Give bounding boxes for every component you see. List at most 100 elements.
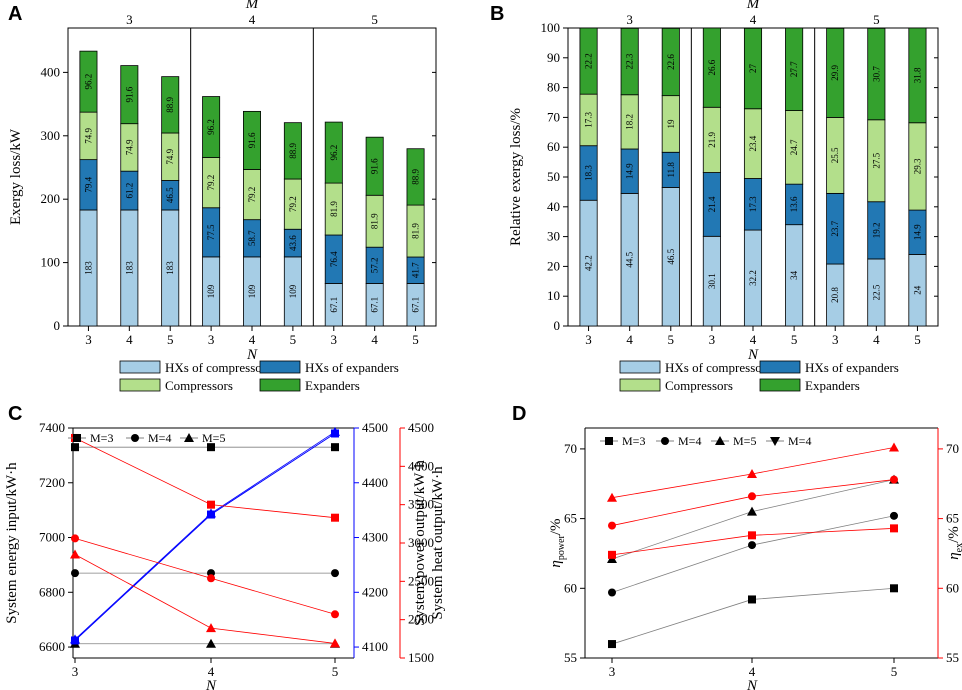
x-tick-label: 5: [668, 332, 675, 347]
bar-label: 19: [666, 119, 676, 128]
bar-label: 91.6: [247, 132, 257, 148]
bar-label: 109: [247, 284, 257, 298]
data-point: [889, 442, 899, 452]
bar-segment: [79, 50, 98, 113]
x-tick-label: 5: [167, 332, 174, 347]
bar-segment: [283, 122, 302, 180]
bar-segment: [908, 27, 927, 124]
data-point: [331, 610, 339, 619]
bar-segment: [785, 27, 804, 111]
legend-marker: [131, 434, 139, 442]
bar-label: 14.9: [912, 224, 922, 240]
bar-segment: [661, 27, 680, 97]
y-axis-label-left-text: ηpower/%: [548, 518, 567, 567]
x-tick-label: 3: [709, 332, 716, 347]
bar-label: 31.8: [912, 67, 922, 83]
bar-label: 96.2: [83, 74, 93, 90]
bar-label: 88.9: [411, 169, 421, 185]
x-axis-label: N: [205, 678, 217, 690]
series-line: [74, 433, 336, 641]
bar-label: 46.5: [165, 187, 175, 203]
panel-label-D: D: [512, 403, 526, 425]
y-tick-label: 100: [541, 20, 561, 35]
bar-label: 29.9: [830, 64, 840, 80]
bar-label: 67.1: [329, 297, 339, 313]
bar-label: 183: [124, 261, 134, 275]
x-tick-label: 4: [626, 332, 633, 347]
bar-label: 22.5: [871, 284, 881, 300]
bar-label: 17.3: [584, 112, 594, 128]
legend-marker: [770, 437, 780, 446]
chart-title: M: [746, 0, 761, 12]
bar-label: 88.9: [165, 96, 175, 112]
y-tick-label: 50: [547, 169, 560, 184]
bar-segment: [202, 96, 221, 158]
x-tick-label: 5: [412, 332, 419, 347]
series-line: [74, 554, 336, 644]
y-tick-label-right: 55: [946, 650, 959, 665]
legend-label: Expanders: [805, 378, 860, 393]
legend-marker: [73, 434, 81, 442]
group-label: 3: [126, 12, 133, 27]
bar-label: 183: [165, 261, 175, 275]
data-point: [608, 521, 616, 530]
bar-label: 91.6: [370, 158, 380, 174]
bar-label: 30.7: [871, 66, 881, 82]
bar-segment: [826, 27, 845, 118]
y-tick-label: 0: [54, 318, 61, 333]
y-tick-label-power: 4500: [362, 420, 388, 435]
legend-marker: [715, 436, 725, 445]
legend-label: M=4: [148, 431, 171, 445]
panel-label-A: A: [8, 3, 22, 25]
data-point: [71, 443, 79, 452]
bar-label: 96.2: [206, 119, 216, 135]
data-point: [71, 534, 79, 543]
legend-swatch: [259, 378, 301, 392]
bar-label: 46.5: [666, 248, 676, 264]
y-axis-label-heat: System heat output/kW·h: [430, 466, 446, 620]
y-tick-label-heat: 4000: [408, 458, 434, 473]
y-tick-label-heat: 2000: [408, 612, 434, 627]
legend-label: M=5: [733, 434, 756, 448]
bar-label: 27: [748, 64, 758, 74]
bar-segment: [579, 27, 598, 95]
bar-label: 88.9: [288, 142, 298, 158]
y-tick-label-heat: 4500: [408, 420, 434, 435]
x-tick-label: 4: [126, 332, 133, 347]
eta-symbol: η: [548, 560, 564, 567]
y-axis-label-right-text: ηex/%: [946, 526, 962, 560]
bar-label: 67.1: [370, 297, 380, 313]
series-line: [611, 479, 895, 526]
x-tick-label: 3: [85, 332, 92, 347]
data-point: [890, 584, 898, 593]
y-tick-label: 20: [547, 258, 560, 273]
y-tick-label: 6800: [39, 584, 65, 599]
bar-label: 24: [912, 285, 922, 295]
bar-label: 183: [83, 261, 93, 275]
y-axis-label-right: ηex/%: [946, 526, 962, 560]
x-tick-label: 4: [249, 332, 256, 347]
y-tick-label-right: 60: [946, 580, 959, 595]
data-point: [748, 492, 756, 501]
y-axis-label: Relative exergy loss/%: [508, 108, 524, 246]
group-label: 5: [371, 12, 378, 27]
bar-segment: [406, 148, 425, 206]
eta-symbol: η: [946, 552, 962, 559]
data-point: [71, 569, 79, 578]
bar-label: 22.3: [625, 53, 635, 69]
legend-swatch: [619, 378, 661, 392]
data-point: [747, 506, 757, 516]
bar-label: 91.6: [124, 86, 134, 102]
y-axis-label-left: System energy input/kW·h: [4, 462, 20, 624]
x-tick-label: 4: [208, 664, 215, 679]
bar-label: 34: [789, 270, 799, 280]
legend-label: Compressors: [665, 378, 733, 393]
y-tick-label: 6600: [39, 639, 65, 654]
y-tick-label: 65: [564, 511, 577, 526]
legend-swatch: [119, 360, 161, 374]
y-tick-label-power: 4200: [362, 584, 388, 599]
legend-label: HXs of compressors: [665, 360, 771, 375]
x-tick-label: 4: [371, 332, 378, 347]
bar-label: 79.2: [247, 187, 257, 203]
x-tick-label: 4: [873, 332, 880, 347]
